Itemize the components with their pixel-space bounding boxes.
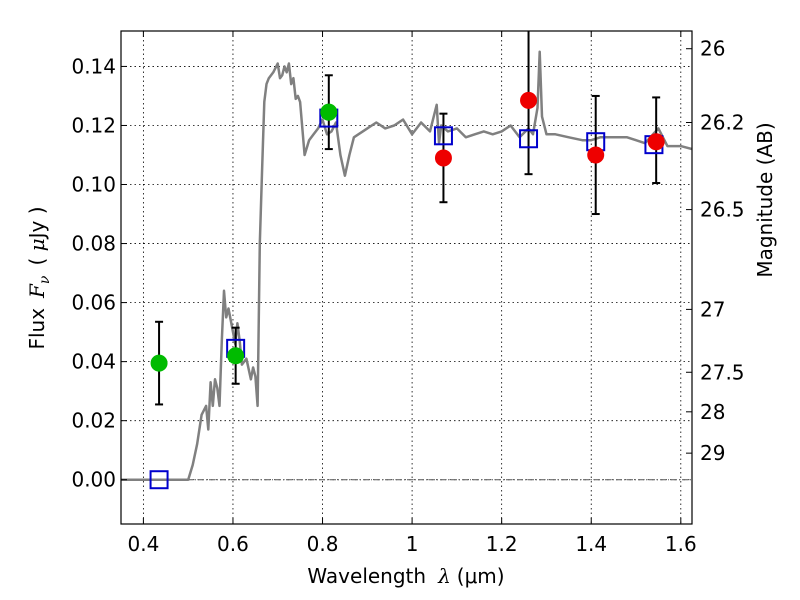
y-tick-label: 0.14: [71, 54, 116, 78]
magnitude-tick-label: 28: [700, 400, 725, 424]
x-tick-label: 0.6: [217, 532, 249, 556]
magnitude-tick-label: 29: [700, 441, 725, 465]
model-photometry-point: [519, 129, 539, 149]
y-tick-label: 0.04: [71, 350, 116, 374]
plot-area: [121, 31, 692, 490]
magnitude-tick-label: 26.2: [700, 111, 745, 135]
magnitude-tick-label: 27: [700, 297, 725, 321]
x-tick-label: 1.2: [486, 532, 518, 556]
magnitude-tick-label: 26: [700, 37, 725, 61]
axis-ticks: [121, 31, 692, 524]
model-photometry-point: [149, 470, 169, 490]
observed-point-red: [587, 146, 605, 164]
y-tick-label: 0.02: [71, 409, 116, 433]
observed-point-green: [320, 103, 338, 121]
x-tick-label: 1: [406, 532, 419, 556]
x-tick-labels: 0.4 0.6 0.8 1 1.2 1.4 1.6: [127, 532, 696, 556]
x-axis-label: Wavelength λ (μm): [307, 564, 504, 588]
magnitude-tick-labels: 26 26.2 26.5 27 27.5 28 29: [700, 37, 745, 465]
x-tick-label: 0.8: [307, 532, 339, 556]
observed-point-red: [647, 133, 665, 151]
grid-lines: [121, 31, 692, 524]
observed-point-red: [520, 91, 538, 109]
magnitude-axis-label: Magnitude (AB): [753, 122, 777, 277]
y-tick-label: 0.08: [71, 232, 116, 256]
y-tick-label: 0.00: [71, 468, 116, 492]
x-tick-label: 1.4: [575, 532, 607, 556]
y-tick-labels: 0.00 0.02 0.04 0.06 0.08 0.10 0.12 0.14: [71, 54, 116, 491]
observed-point-green: [150, 354, 168, 372]
observed-point-green: [227, 347, 245, 365]
magnitude-tick-label: 27.5: [700, 360, 745, 384]
model-photometry-point: [433, 126, 453, 146]
observed-points: [150, 91, 665, 372]
x-tick-label: 1.6: [665, 532, 697, 556]
y-tick-label: 0.10: [71, 173, 116, 197]
y-tick-label: 0.06: [71, 291, 116, 315]
x-tick-label: 0.4: [127, 532, 159, 556]
observed-point-red: [434, 149, 452, 167]
y-tick-label: 0.12: [71, 113, 116, 137]
y-axis-label: FluxFν( μJy ): [25, 206, 53, 349]
magnitude-tick-label: 26.5: [700, 198, 745, 222]
plot-frame: [120, 30, 693, 525]
